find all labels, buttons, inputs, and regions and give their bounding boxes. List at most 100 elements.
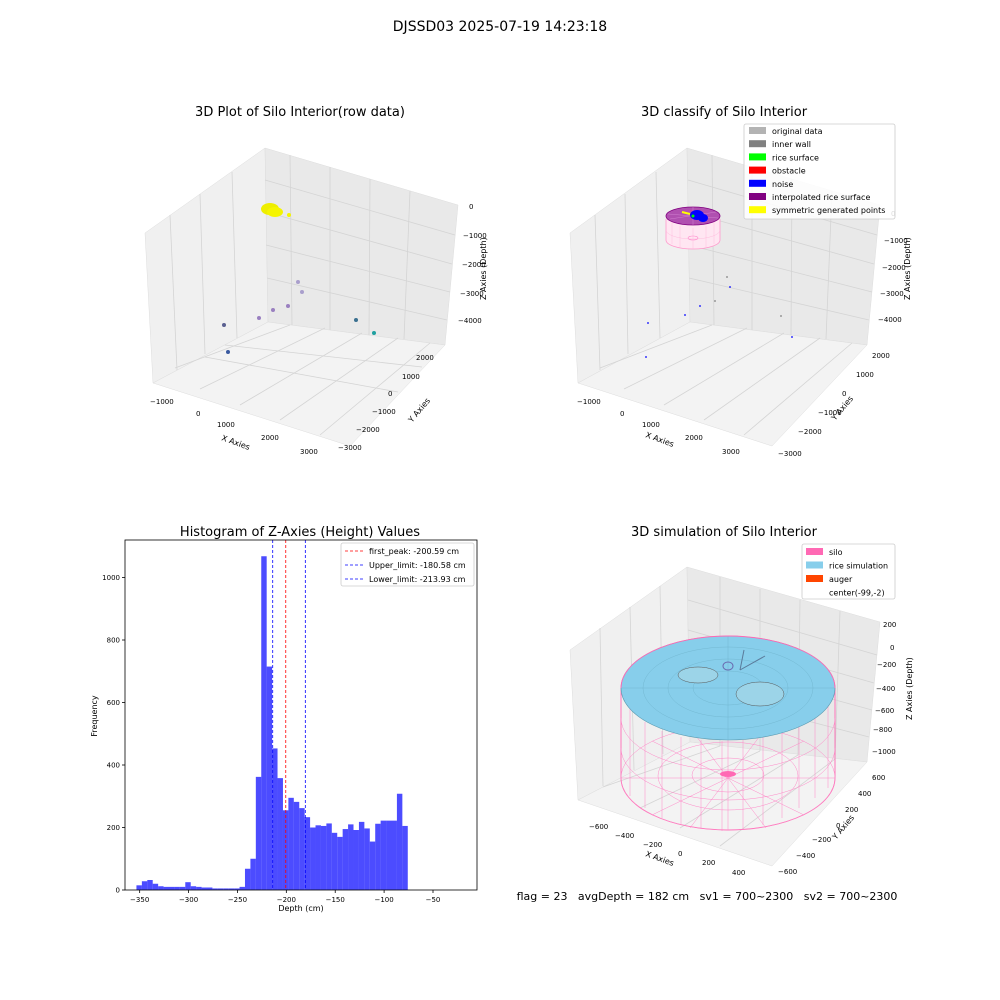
sim-ztick: −600 bbox=[875, 707, 894, 715]
histogram-bar bbox=[337, 836, 343, 890]
sim-ytick: −600 bbox=[778, 868, 797, 876]
classify-legend: original data inner wall rice surface obsta… bbox=[743, 123, 896, 220]
raw-ytick: −3000 bbox=[338, 444, 362, 452]
histogram-bar bbox=[212, 888, 218, 890]
histogram-xtick-label: −100 bbox=[374, 896, 393, 904]
histogram-xtick-label: −350 bbox=[130, 896, 149, 904]
histogram-ylabel: Frequency bbox=[90, 695, 99, 737]
histogram-bar bbox=[353, 830, 359, 890]
histogram-bar bbox=[331, 832, 338, 890]
histogram-bar bbox=[304, 817, 311, 890]
histogram-xtick-label: −150 bbox=[326, 896, 345, 904]
raw-ztick: −1000 bbox=[463, 232, 487, 240]
sim-xtick: −400 bbox=[615, 832, 634, 840]
classify-legend-swatch bbox=[749, 206, 766, 214]
raw-point-cluster bbox=[267, 207, 283, 217]
simulation-title: 3D simulation of Silo Interior bbox=[631, 525, 818, 540]
histogram-bar bbox=[348, 824, 354, 890]
classify-point bbox=[791, 336, 793, 338]
classify-legend-swatch bbox=[749, 127, 766, 134]
histogram-legend-frame bbox=[340, 542, 475, 587]
classify-point bbox=[645, 356, 647, 358]
classify-silo-mesh bbox=[665, 206, 721, 250]
simulation-legend-swatch bbox=[806, 575, 823, 582]
raw-point bbox=[222, 323, 226, 327]
histogram-bar bbox=[244, 868, 251, 890]
histogram-bar bbox=[272, 748, 278, 890]
histogram-bar bbox=[163, 886, 169, 890]
classify-xtick: 1000 bbox=[642, 421, 660, 429]
sim-ytick: 600 bbox=[872, 774, 885, 782]
histogram-bar bbox=[261, 556, 267, 890]
histogram-bar bbox=[358, 821, 365, 890]
histogram-bar bbox=[234, 888, 240, 890]
sim-ztick: −400 bbox=[876, 685, 895, 693]
sim-ztick: −1000 bbox=[872, 748, 896, 756]
raw-ytick: −1000 bbox=[372, 408, 396, 416]
classify-legend-frame bbox=[743, 123, 896, 220]
histogram-bar bbox=[386, 820, 392, 890]
raw-point bbox=[300, 290, 304, 294]
histogram-bar bbox=[266, 666, 273, 890]
raw-point bbox=[257, 316, 261, 320]
sim-xtick: 0 bbox=[678, 850, 682, 858]
classify-ticks: −1000 0 1000 2000 3000 2000 1000 0 −1000… bbox=[577, 210, 908, 458]
histogram-bar bbox=[375, 823, 381, 890]
sim-xtick: −200 bbox=[643, 841, 662, 849]
raw-ylabel: Y Axies bbox=[406, 396, 432, 425]
status-readout: flag = 23 avgDepth = 182 cm sv1 = 700~23… bbox=[517, 890, 898, 903]
sim-zlabel: Z Axies (Depth) bbox=[905, 657, 914, 720]
classify-legend-label: interpolated rice surface bbox=[772, 193, 870, 202]
sim-xtick: −600 bbox=[589, 823, 608, 831]
sim-ytick: 200 bbox=[845, 806, 858, 814]
classify-legend-label: rice surface bbox=[772, 153, 819, 162]
histogram-bar bbox=[310, 827, 316, 890]
classify-xtick: 0 bbox=[620, 410, 624, 418]
classify-floor-pane bbox=[577, 321, 868, 447]
classify-point bbox=[729, 286, 731, 288]
raw-point bbox=[286, 304, 290, 308]
raw-ytick: 1000 bbox=[402, 373, 420, 381]
panel-simulation-3d: 3D simulation of Silo Interior −600 −400… bbox=[517, 525, 914, 903]
histogram-x-ticks: −350 −300 −250 −200 −150 −100 −50 bbox=[130, 890, 440, 904]
histogram-xtick-label: −50 bbox=[426, 896, 441, 904]
histogram-bar bbox=[369, 841, 376, 890]
histogram-bar bbox=[179, 886, 186, 890]
raw-xtick: 2000 bbox=[261, 434, 279, 442]
classify-xtick: 2000 bbox=[685, 434, 703, 442]
histogram-bar bbox=[217, 888, 224, 890]
histogram-ytick-label: 200 bbox=[107, 824, 120, 832]
simulation-legend-label: center(-99,-2) bbox=[829, 589, 885, 598]
classify-legend-label: noise bbox=[772, 180, 793, 189]
classify-ztick: −4000 bbox=[878, 316, 902, 324]
raw-ticks: −1000 0 1000 2000 3000 2000 1000 0 −1000… bbox=[150, 203, 487, 456]
classify-xlabel: X Axies bbox=[644, 430, 675, 449]
simulation-legend-label: auger bbox=[829, 575, 853, 584]
histogram-frame bbox=[124, 539, 478, 891]
panel-histogram: Histogram of Z-Axies (Height) Values −35… bbox=[90, 525, 478, 913]
histogram-bar bbox=[141, 881, 148, 890]
histogram-bar bbox=[364, 828, 370, 890]
histogram-bar bbox=[152, 883, 159, 890]
classify-ztick: −2000 bbox=[882, 264, 906, 272]
histogram-bar bbox=[299, 808, 305, 890]
histogram-y-ticks: 0 200 400 600 800 1000 bbox=[102, 574, 125, 895]
histogram-bars bbox=[136, 556, 408, 890]
histogram-bar bbox=[288, 797, 294, 890]
classify-xtick: −1000 bbox=[577, 398, 601, 406]
sim-ylabel: Y Axies bbox=[830, 813, 856, 842]
raw-point bbox=[226, 350, 230, 354]
histogram-bar bbox=[169, 886, 175, 890]
sim-ytick: −200 bbox=[812, 836, 831, 844]
classify-ztick: −1000 bbox=[884, 237, 908, 245]
classify-legend-label: original data bbox=[772, 127, 823, 136]
histogram-xtick-label: −300 bbox=[179, 896, 198, 904]
raw-ztick: −2000 bbox=[462, 261, 486, 269]
classify-legend-swatch bbox=[749, 140, 766, 148]
raw-gridlines bbox=[169, 154, 456, 436]
sim-ztick: 200 bbox=[883, 621, 896, 629]
sim-ztick: 0 bbox=[890, 644, 894, 652]
raw-point bbox=[271, 308, 275, 312]
raw-ytick: −2000 bbox=[356, 426, 380, 434]
histogram-bar bbox=[206, 887, 213, 890]
